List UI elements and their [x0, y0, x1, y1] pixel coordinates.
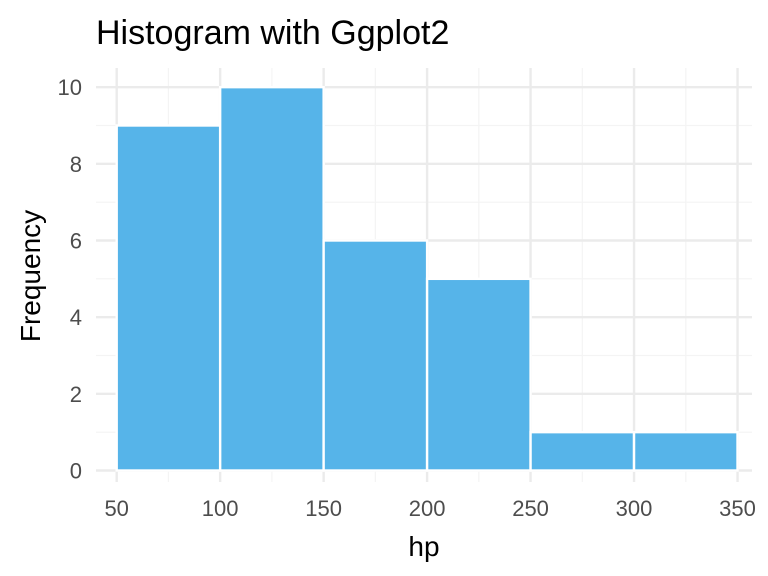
x-tick-label: 200: [409, 496, 446, 521]
x-tick-label: 150: [305, 496, 342, 521]
histogram-bar-5: [529, 430, 636, 472]
histogram-bar-1: [115, 124, 222, 472]
histogram-bar-3: [322, 239, 429, 472]
histogram-bar-6: [632, 430, 739, 472]
y-tick-label: 6: [70, 229, 82, 254]
chart-title: Histogram with Ggplot2: [96, 14, 449, 52]
x-axis-title: hp: [408, 531, 439, 562]
x-tick-label: 250: [512, 496, 549, 521]
bars: [115, 85, 739, 472]
x-tick-label: 50: [104, 496, 128, 521]
y-tick-labels: 0 2 4 6 8 10: [58, 75, 82, 483]
y-tick-label: 2: [70, 382, 82, 407]
x-tick-label: 100: [202, 496, 239, 521]
y-tick-label: 10: [58, 75, 82, 100]
x-tick-label: 300: [616, 496, 653, 521]
y-tick-label: 4: [70, 305, 82, 330]
histogram-bar-4: [425, 277, 532, 472]
y-tick-label: 8: [70, 152, 82, 177]
y-tick-label: 0: [70, 459, 82, 484]
y-axis-title: Frequency: [15, 210, 46, 342]
histogram-bar-2: [218, 85, 325, 472]
x-tick-labels: 50 100 150 200 250 300 350: [104, 496, 755, 521]
x-tick-label: 350: [719, 496, 756, 521]
